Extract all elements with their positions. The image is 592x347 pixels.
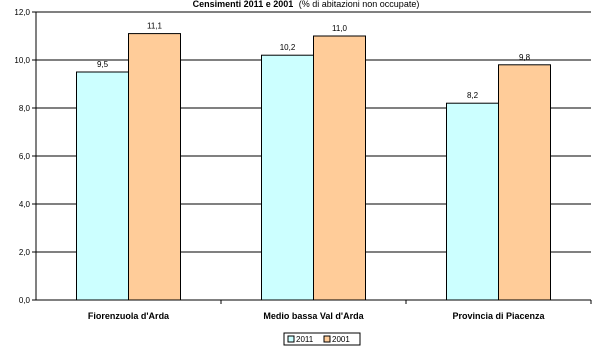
bar-2011 [76,71,129,301]
chart-title-rest: (% di abitazioni non occupate) [299,0,420,9]
bar-2011 [261,54,314,301]
legend-label-2001: 2001 [332,335,350,344]
bar-2011 [446,102,499,301]
data-label: 9,8 [519,53,531,62]
x-tick-label: Fiorenzuola d'Arda [88,311,170,321]
data-label: 9,5 [97,60,109,69]
y-tick-label: 4,0 [19,200,31,209]
y-tick-label: 2,0 [19,248,31,257]
data-label: 11,0 [332,24,348,33]
x-tick-label: Provincia di Piacenza [452,311,545,321]
bar-2001 [498,64,551,301]
data-label: 11,1 [147,22,163,31]
data-label: 8,2 [467,91,479,100]
bar-2001 [128,33,181,301]
y-tick-label: 12,0 [14,8,30,17]
y-tick-label: 8,0 [19,104,31,113]
bar-2001 [313,35,366,301]
legend-label-2011: 2011 [296,335,314,344]
y-tick-label: 10,0 [14,56,30,65]
x-tick-label: Medio bassa Val d'Arda [263,311,364,321]
data-label: 10,2 [280,43,296,52]
legend-swatch-2001 [323,335,331,343]
y-tick-label: 6,0 [19,152,31,161]
chart-title-bold: Censimenti 2011 e 2001 [193,0,294,9]
legend-swatch-2011 [287,335,295,343]
legend: 2011 2001 [283,332,361,346]
y-tick-label: 0,0 [19,296,31,305]
legend-box [283,332,361,346]
chart-title: Censimenti 2011 e 2001 (% di abitazioni … [193,0,420,9]
